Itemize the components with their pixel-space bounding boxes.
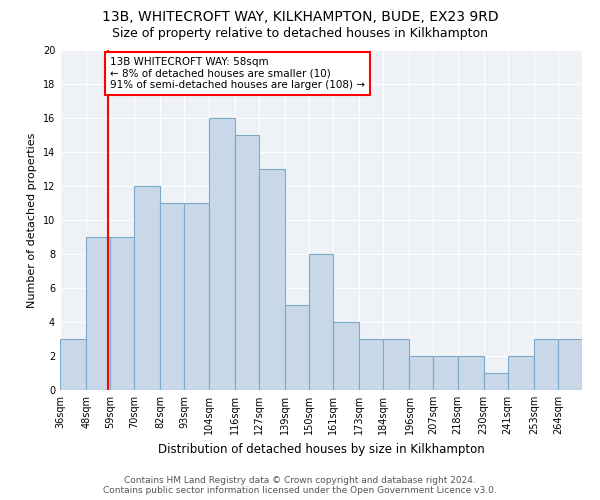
Bar — [235, 135, 259, 390]
Bar — [359, 339, 383, 390]
Bar — [383, 339, 409, 390]
Bar — [558, 339, 582, 390]
Bar — [86, 237, 110, 390]
Bar — [409, 356, 433, 390]
Bar — [458, 356, 484, 390]
Y-axis label: Number of detached properties: Number of detached properties — [27, 132, 37, 308]
Bar — [508, 356, 534, 390]
Bar — [60, 339, 86, 390]
Bar — [484, 373, 508, 390]
Bar — [209, 118, 235, 390]
Bar — [333, 322, 359, 390]
Text: 13B WHITECROFT WAY: 58sqm
← 8% of detached houses are smaller (10)
91% of semi-d: 13B WHITECROFT WAY: 58sqm ← 8% of detach… — [110, 57, 365, 90]
Bar — [309, 254, 333, 390]
Bar — [259, 169, 285, 390]
Bar — [160, 203, 184, 390]
Bar — [110, 237, 134, 390]
Bar — [433, 356, 458, 390]
Bar — [184, 203, 209, 390]
Text: 13B, WHITECROFT WAY, KILKHAMPTON, BUDE, EX23 9RD: 13B, WHITECROFT WAY, KILKHAMPTON, BUDE, … — [101, 10, 499, 24]
Bar — [285, 305, 309, 390]
Text: Size of property relative to detached houses in Kilkhampton: Size of property relative to detached ho… — [112, 28, 488, 40]
Bar — [534, 339, 558, 390]
Text: Contains HM Land Registry data © Crown copyright and database right 2024.
Contai: Contains HM Land Registry data © Crown c… — [103, 476, 497, 495]
Bar — [134, 186, 160, 390]
X-axis label: Distribution of detached houses by size in Kilkhampton: Distribution of detached houses by size … — [158, 442, 484, 456]
